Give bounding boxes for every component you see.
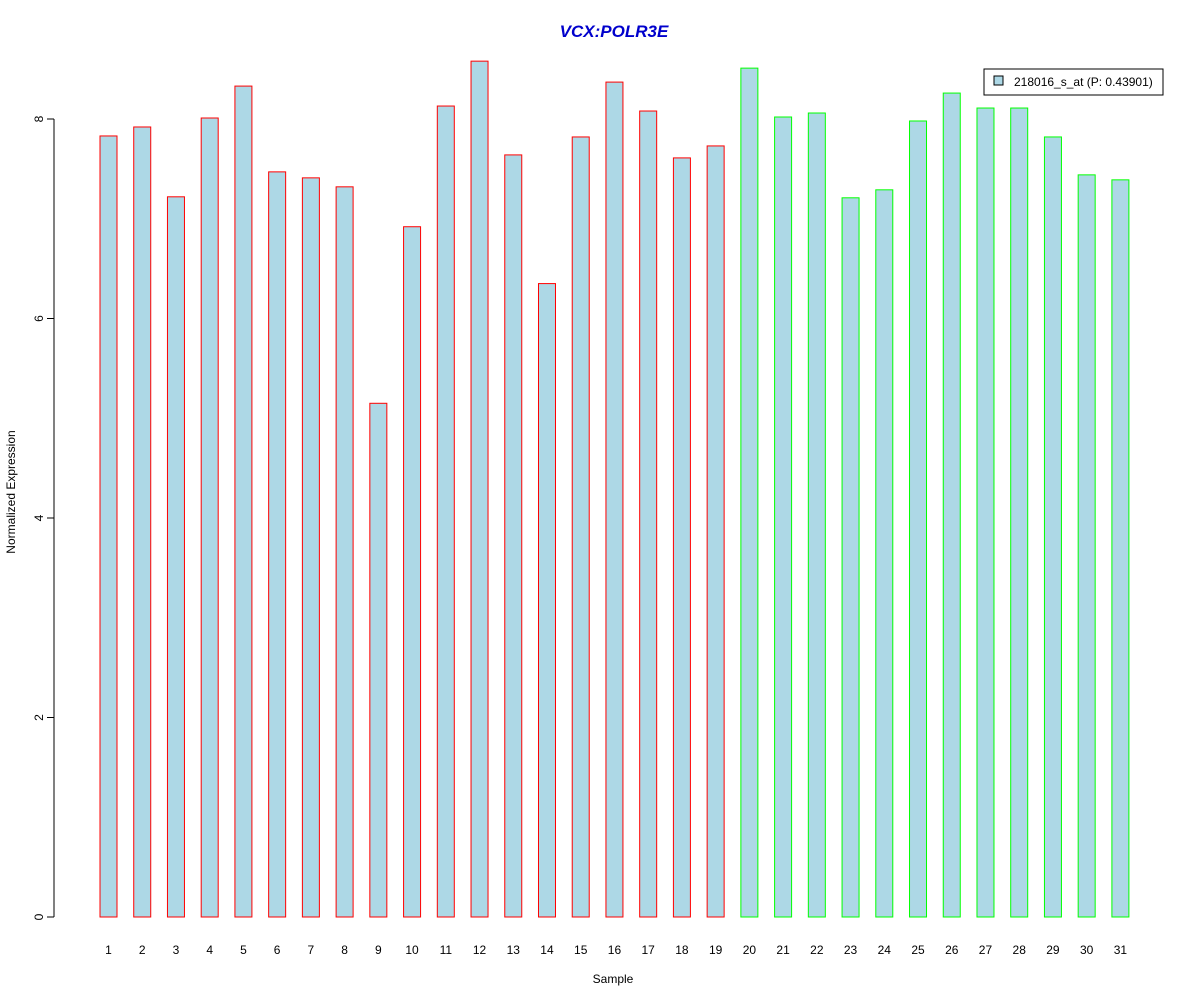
legend-label: 218016_s_at (P: 0.43901) [1014,75,1153,89]
bar-21 [774,116,793,918]
bar-3 [166,196,185,918]
x-tick-label: 9 [375,943,382,957]
bar-31 [1111,179,1130,918]
x-tick-label: 31 [1114,943,1128,957]
bar-22 [807,112,826,918]
bar-8 [335,186,354,918]
bar-10 [403,226,422,918]
bar-15 [571,136,590,918]
bar-16 [605,81,624,918]
bar-2 [133,126,152,918]
x-tick-label: 8 [341,943,348,957]
y-tick-label: 4 [32,514,46,521]
bar-24 [875,189,894,918]
bar-26 [942,92,961,918]
x-tick-label: 23 [844,943,858,957]
y-tick-label: 0 [32,913,46,920]
bars-group [99,60,1130,918]
x-tick-label: 6 [274,943,281,957]
y-tick-label: 6 [32,315,46,322]
y-tick-label: 8 [32,115,46,122]
bar-13 [504,154,523,918]
bar-6 [268,171,287,918]
x-tick-label: 12 [473,943,487,957]
bar-7 [301,177,320,918]
x-tick-label: 28 [1013,943,1027,957]
x-tick-label: 1 [105,943,112,957]
x-tick-label: 16 [608,943,622,957]
bar-29 [1043,136,1062,918]
legend: 218016_s_at (P: 0.43901) [983,68,1164,96]
chart-title: VCX:POLR3E [560,22,669,41]
y-tick-label: 2 [32,714,46,721]
x-tick-label: 25 [911,943,925,957]
x-axis-label: Sample [593,972,634,986]
x-tick-label: 10 [405,943,419,957]
bar-4 [200,117,219,918]
x-tick-label: 20 [743,943,757,957]
x-tick-label: 4 [206,943,213,957]
x-tick-labels: 1 2 3 4 5 6 7 8 9 10 11 12 13 14 15 16 17 18 19 20 21 22 23 24 2… [105,943,1127,957]
bar-12 [470,60,489,918]
legend-swatch [993,75,1004,86]
legend-box [983,68,1164,96]
x-tick-label: 29 [1046,943,1060,957]
y-axis: 0 2 4 6 8 [32,115,55,920]
x-tick-label: 30 [1080,943,1094,957]
bar-27 [976,107,995,918]
x-tick-label: 17 [642,943,656,957]
x-tick-label: 15 [574,943,588,957]
bar-25 [909,120,928,918]
bar-17 [639,110,658,918]
bar-9 [369,402,388,918]
y-axis-label: Normalized Expression [4,430,18,553]
x-tick-label: 3 [173,943,180,957]
bar-5 [234,85,253,918]
bar-14 [537,283,556,918]
x-tick-label: 22 [810,943,824,957]
x-tick-label: 2 [139,943,146,957]
bar-23 [841,197,860,918]
bar-11 [436,105,455,918]
bar-1 [99,135,118,918]
x-tick-label: 7 [308,943,315,957]
x-tick-label: 18 [675,943,689,957]
x-tick-label: 13 [507,943,521,957]
bar-20 [740,67,759,918]
x-tick-label: 26 [945,943,959,957]
x-tick-label: 19 [709,943,723,957]
x-tick-label: 5 [240,943,247,957]
x-tick-label: 14 [540,943,554,957]
x-tick-label: 27 [979,943,993,957]
x-tick-label: 24 [878,943,892,957]
bar-19 [706,145,725,918]
x-tick-label: 11 [440,943,453,957]
bar-28 [1010,107,1029,918]
bar-30 [1077,174,1096,918]
x-tick-label: 21 [776,943,790,957]
bar-18 [672,157,691,918]
